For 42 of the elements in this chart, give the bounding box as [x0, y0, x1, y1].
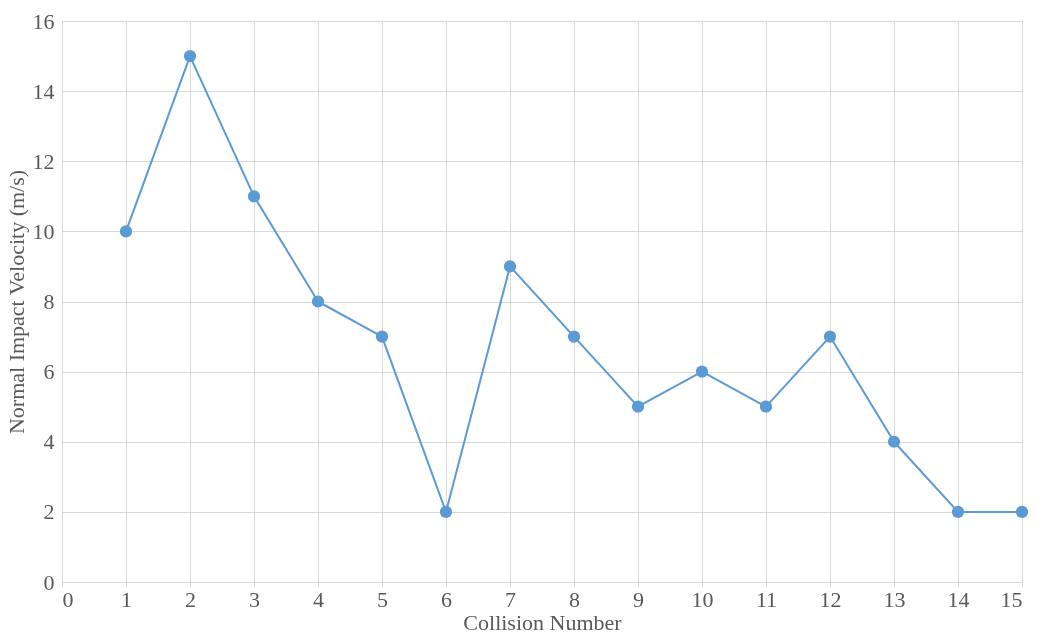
y-tick-label: 0: [43, 569, 55, 595]
x-tick-label: 3: [249, 586, 260, 612]
x-tick-label: 2: [185, 586, 196, 612]
point: [503, 260, 517, 273]
point: [439, 505, 453, 518]
x-tick-label: 5: [377, 586, 388, 612]
x-tick-label: 1: [121, 586, 132, 612]
y-tick-label: 8: [43, 289, 55, 314]
y-tick-label: 16: [32, 8, 55, 34]
point: [567, 330, 581, 343]
point: [1015, 505, 1029, 518]
x-tick-label: 4: [313, 586, 324, 612]
y-tick-label: 10: [32, 218, 55, 244]
point: [119, 225, 133, 238]
point: [311, 295, 325, 308]
x-tick-label: 12: [819, 586, 842, 612]
y-tick-label: 14: [32, 78, 55, 104]
x-tick-label: 15: [1000, 586, 1023, 612]
x-tick-label: 10: [691, 586, 714, 612]
point: [247, 190, 261, 203]
y-tick-label: 2: [43, 499, 55, 525]
y-tick-label: 4: [43, 429, 55, 455]
point: [951, 505, 965, 518]
point: [183, 49, 197, 63]
point: [695, 365, 709, 378]
y-tick-label: 12: [32, 148, 55, 174]
x-tick-label: 13: [883, 586, 906, 612]
x-tick-label: 11: [755, 586, 778, 612]
x-axis-title: Collision Number: [463, 609, 623, 635]
point: [887, 435, 901, 448]
x-tick-label: 6: [441, 586, 452, 612]
point: [759, 400, 773, 413]
point: [631, 400, 645, 413]
x-tick-label: 0: [62, 586, 74, 612]
point: [823, 330, 837, 343]
x-tick-label: 7: [505, 586, 516, 612]
point: [375, 330, 389, 343]
y-axis-title: Normal Impact Velocity (m/s): [3, 169, 29, 435]
x-tick-label: 8: [569, 586, 580, 612]
x-tick-label: 14: [947, 586, 970, 612]
x-tick-label: 9: [633, 586, 644, 612]
y-tick-label: 6: [43, 359, 55, 385]
